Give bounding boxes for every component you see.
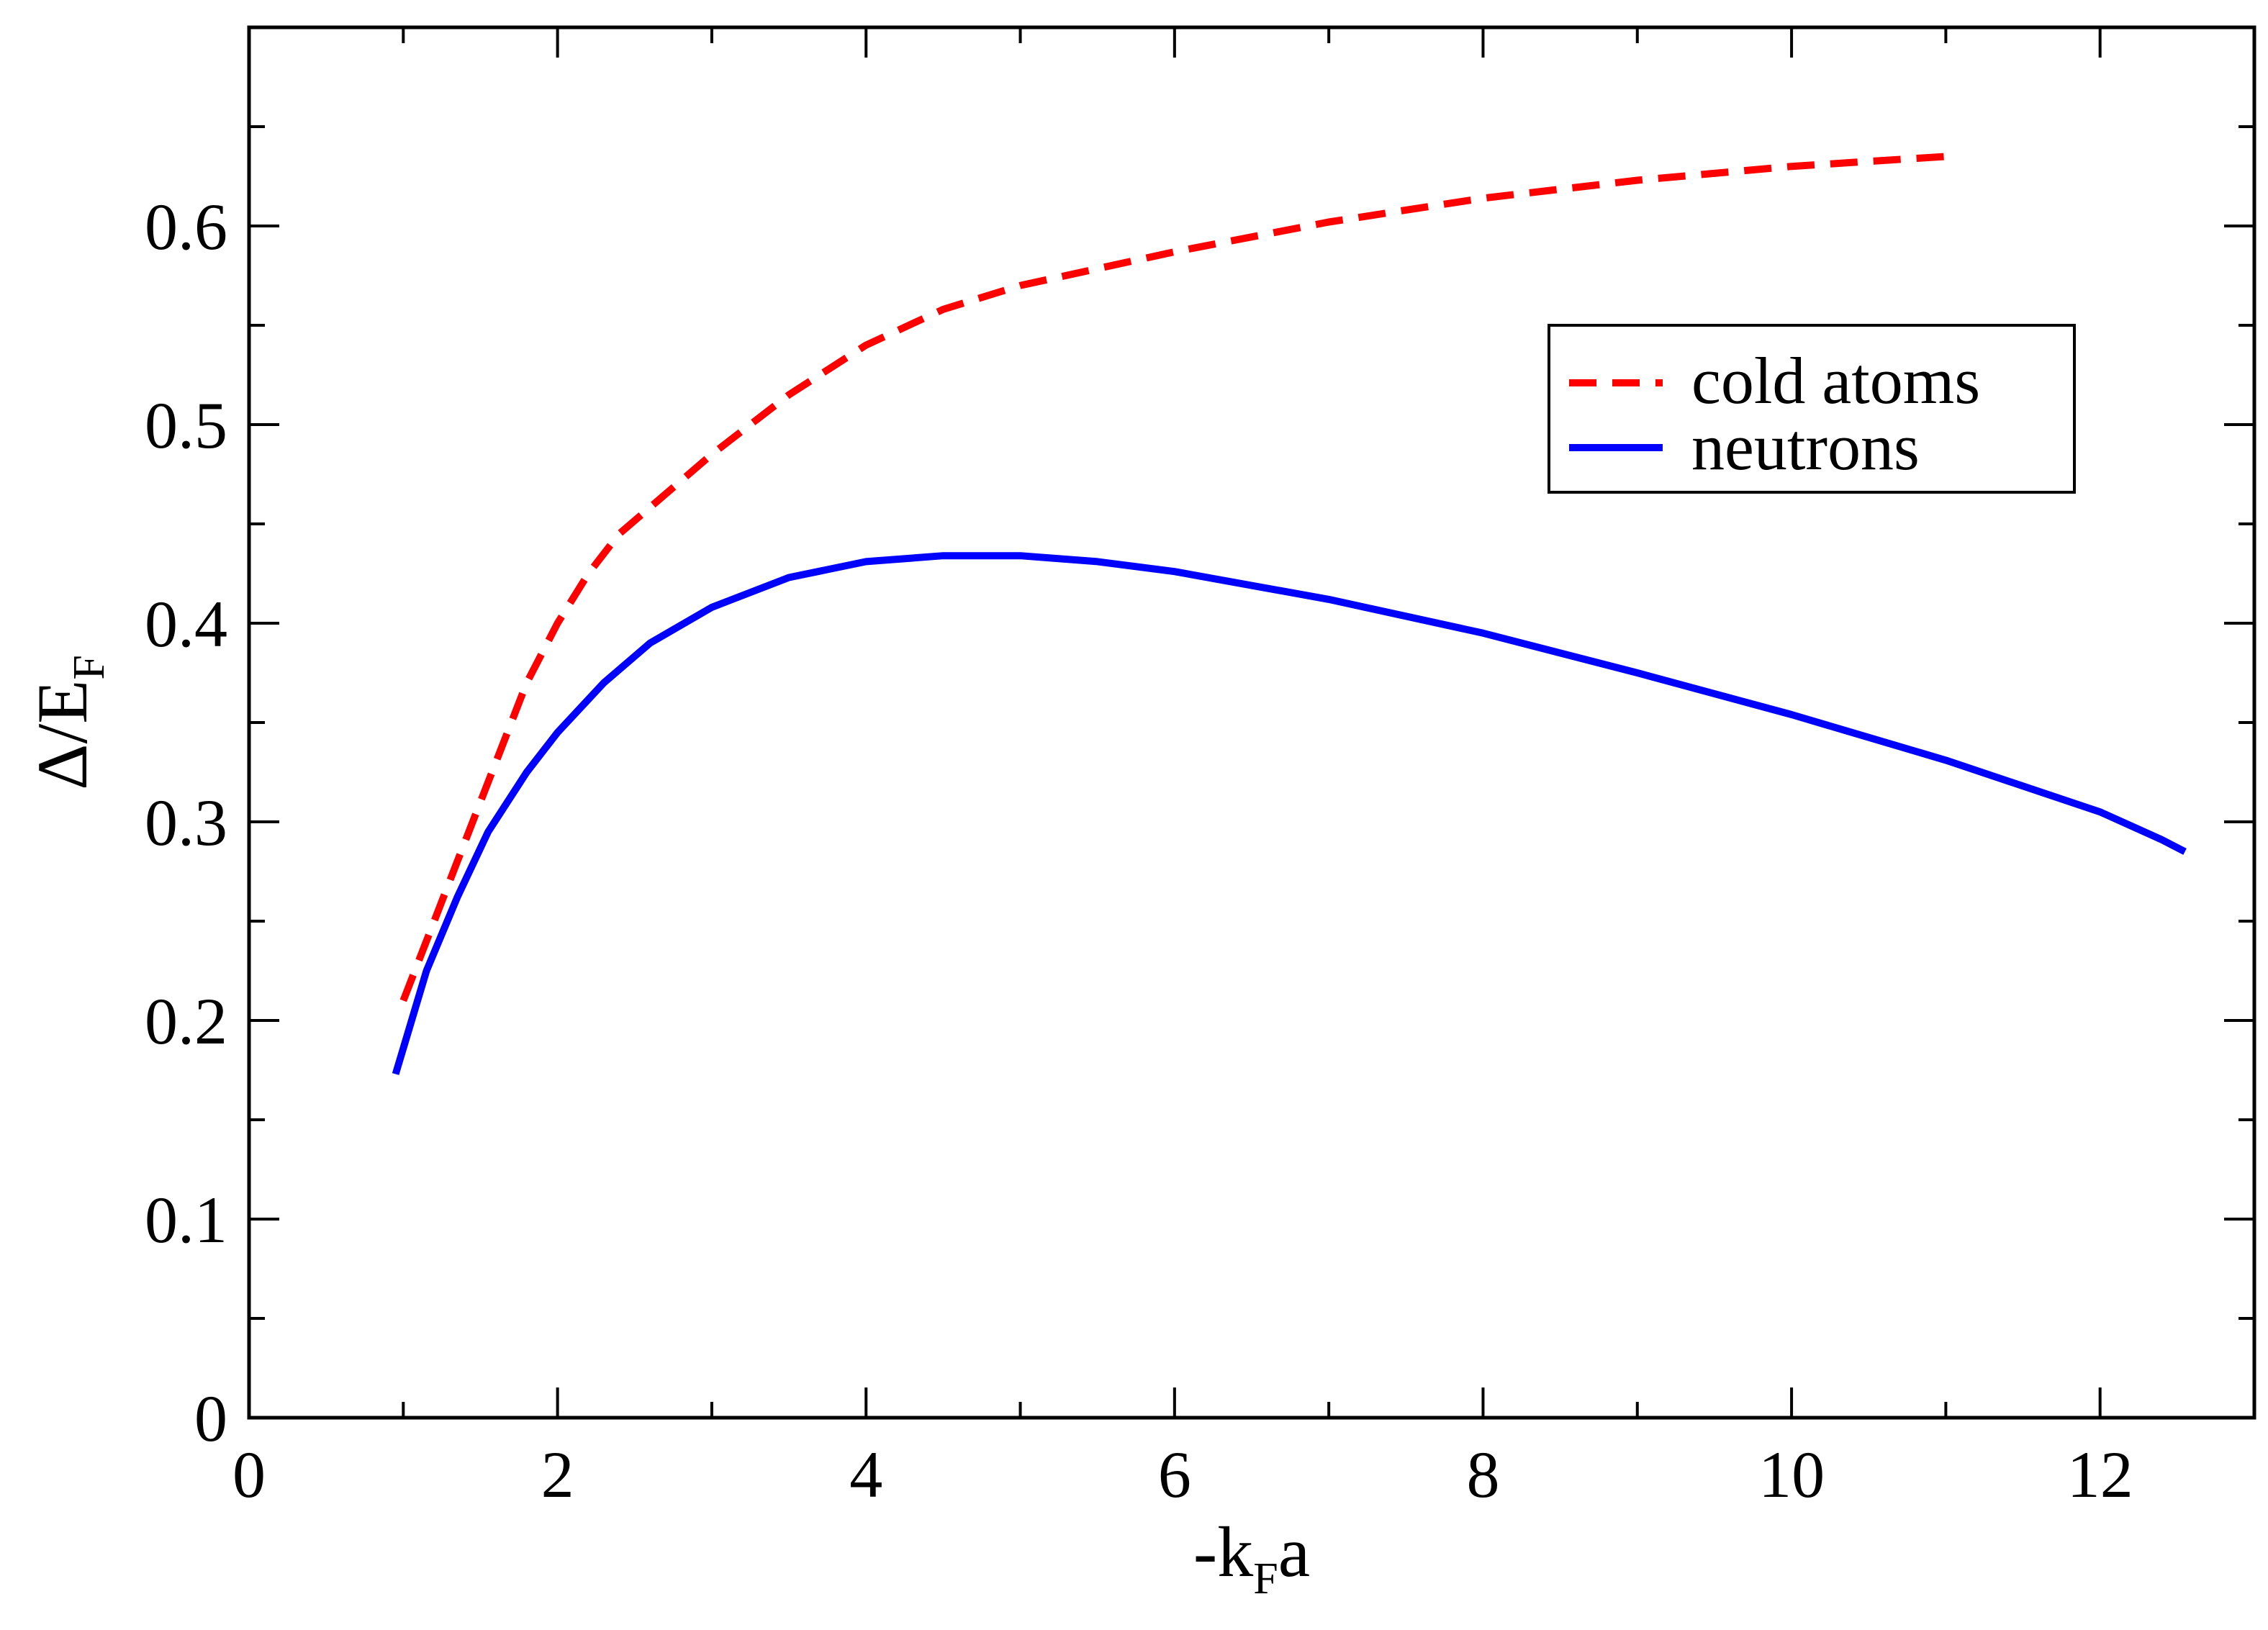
x-axis-label: -kFa <box>1193 1512 1310 1603</box>
x-tick-label: 10 <box>1758 1438 1825 1511</box>
legend-box <box>1548 324 2076 494</box>
series-line-neutrons <box>392 552 2187 1075</box>
series-line-cold-atoms <box>399 153 1946 1002</box>
x-axis-label-subscript: F <box>1253 1554 1278 1603</box>
x-tick-label: 12 <box>2067 1438 2133 1511</box>
y-axis-label-subscript: F <box>65 655 114 679</box>
y-tick-label: 0.1 <box>145 1183 227 1257</box>
x-axis-label-suffix: a <box>1278 1512 1310 1592</box>
x-tick-label: 2 <box>541 1438 574 1511</box>
series-layer <box>392 153 2187 1075</box>
y-tick-label: 0.5 <box>145 389 227 462</box>
axis-ticks <box>248 27 2254 1419</box>
legend-label-cold-atoms: cold atoms <box>1691 344 1980 417</box>
y-tick-label: 0.6 <box>145 190 227 263</box>
x-tick-label: 0 <box>232 1438 266 1511</box>
legend-label-neutrons: neutrons <box>1691 410 1920 484</box>
y-axis-label: Δ/EF <box>22 655 114 790</box>
y-tick-label: 0.2 <box>145 984 227 1058</box>
y-axis-label-prefix: Δ/E <box>22 680 102 790</box>
x-tick-label: 4 <box>849 1438 882 1511</box>
x-tick-label: 8 <box>1466 1438 1499 1511</box>
legend: cold atoms neutrons <box>1548 324 2076 494</box>
x-tick-label: 6 <box>1158 1438 1191 1511</box>
y-tick-label: 0.4 <box>145 587 227 661</box>
y-tick-label: 0.3 <box>145 786 227 859</box>
x-axis-label-prefix: -k <box>1193 1512 1253 1592</box>
y-tick-label: 0 <box>194 1382 227 1455</box>
tick-labels: 0 2 4 6 8 10 12 0 0.1 0.2 0.3 0.4 0.5 0.6 <box>145 190 2133 1511</box>
